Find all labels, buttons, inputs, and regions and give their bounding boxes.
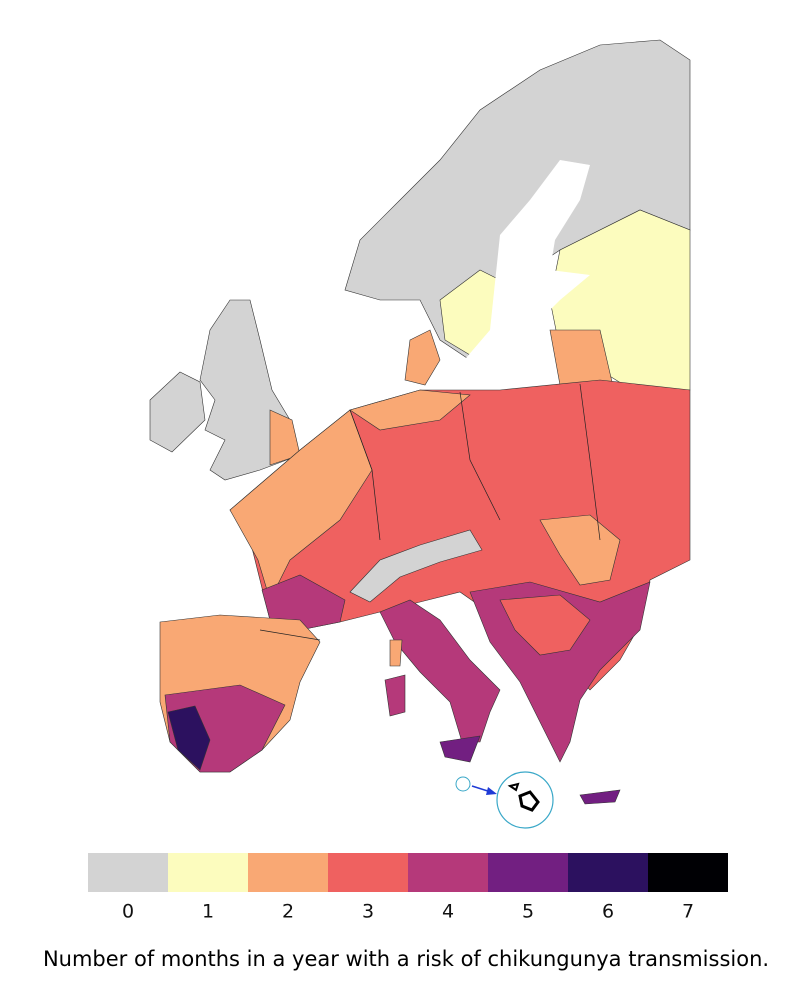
inset-marker xyxy=(455,776,471,792)
legend-swatch xyxy=(248,853,328,892)
corsica xyxy=(389,639,403,667)
legend-label: 6 xyxy=(602,901,614,923)
legend-swatch xyxy=(648,853,728,892)
border xyxy=(349,409,381,541)
legend-swatch xyxy=(328,853,408,892)
crete xyxy=(579,789,621,805)
inset-island xyxy=(507,782,520,792)
border xyxy=(259,629,321,641)
legend-swatch xyxy=(408,853,488,892)
balkans-inland xyxy=(499,594,591,656)
legend-swatch xyxy=(88,853,168,892)
legend-label: 5 xyxy=(522,901,534,923)
legend-swatch xyxy=(488,853,568,892)
legend-swatch xyxy=(168,853,248,892)
france-west xyxy=(229,409,373,601)
border xyxy=(579,383,601,541)
baltic-sea xyxy=(460,160,590,380)
legend-label: 4 xyxy=(442,901,454,923)
caption: Number of months in a year with a risk o… xyxy=(43,947,769,971)
italy xyxy=(379,599,501,743)
legend-label: 3 xyxy=(362,901,374,923)
legend-label: 7 xyxy=(682,901,694,923)
north-plain xyxy=(349,389,471,431)
inset-island xyxy=(518,790,540,812)
legend-swatch xyxy=(568,853,648,892)
sardinia xyxy=(384,674,406,717)
border xyxy=(459,391,501,521)
inset-arrowhead xyxy=(486,787,497,795)
ireland xyxy=(149,371,206,453)
legend-label: 2 xyxy=(282,901,294,923)
legend: 0 1 2 3 4 5 6 7 xyxy=(88,853,728,923)
alps xyxy=(349,529,483,603)
sicily xyxy=(439,735,481,763)
legend-label: 0 xyxy=(122,901,134,923)
carpathians xyxy=(539,514,621,586)
legend-label: 1 xyxy=(202,901,214,923)
map xyxy=(149,39,691,829)
portugal-south xyxy=(167,705,211,771)
denmark xyxy=(404,329,441,386)
